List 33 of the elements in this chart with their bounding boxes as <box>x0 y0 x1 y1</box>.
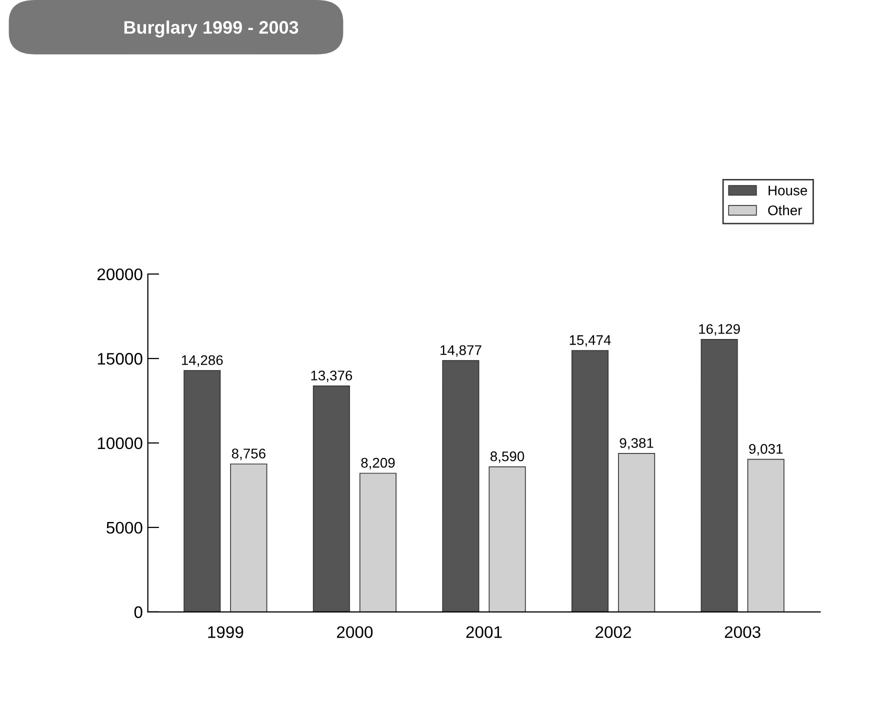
data-label: 8,590 <box>490 451 524 463</box>
x-tick-label: 1999 <box>208 626 244 638</box>
data-label: 9,381 <box>620 438 654 450</box>
bar <box>312 386 350 612</box>
data-label: 14,286 <box>182 355 223 367</box>
data-label: 14,877 <box>440 345 482 357</box>
legend-label: Other <box>768 205 802 216</box>
data-label: 9,031 <box>749 444 783 456</box>
y-tick-label: 5000 <box>106 522 142 534</box>
data-label: 8,756 <box>232 448 266 460</box>
bar <box>618 453 656 612</box>
bar <box>359 472 396 612</box>
data-label: 13,376 <box>311 370 352 382</box>
y-tick-label: 20000 <box>97 268 142 280</box>
data-label: 8,209 <box>361 458 395 470</box>
legend-label: House <box>768 186 808 196</box>
chart-title: Burglary 1999 - 2003 <box>124 20 298 38</box>
x-tick-label: 2001 <box>466 626 502 638</box>
bar <box>488 466 526 612</box>
y-tick-label: 0 <box>134 606 142 618</box>
data-label: 16,129 <box>699 324 740 336</box>
x-tick-label: 2003 <box>724 626 760 638</box>
x-tick-label: 2000 <box>337 626 373 638</box>
y-tick-label: 10000 <box>98 437 142 450</box>
y-tick-label: 15000 <box>98 352 142 365</box>
bar <box>572 350 609 612</box>
bar <box>184 370 221 612</box>
bar <box>747 458 784 612</box>
x-tick-label: 2002 <box>596 626 631 638</box>
data-label: 15,474 <box>570 335 611 347</box>
bar <box>442 360 480 612</box>
bar <box>230 464 268 612</box>
bar <box>700 339 738 612</box>
